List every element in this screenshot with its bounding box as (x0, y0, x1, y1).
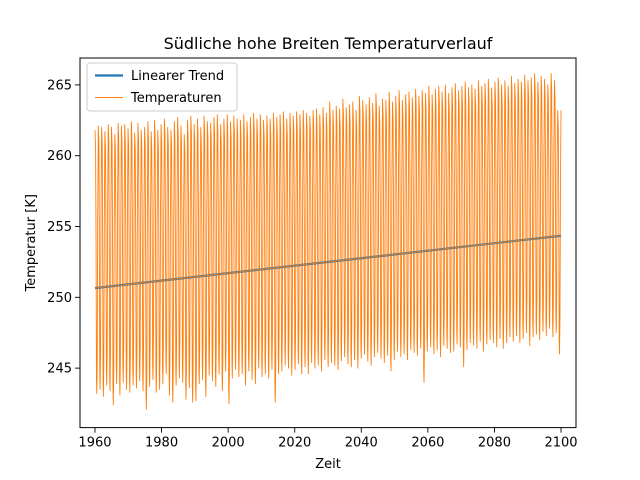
x-tick-label-2080: 2080 (478, 436, 511, 451)
y-axis: 245 250 255 260 265 (47, 78, 80, 377)
x-axis: 1960 1980 2000 2020 2040 2060 2080 2100 (78, 427, 578, 451)
y-tick-label-265: 265 (47, 78, 72, 93)
y-tick-label-255: 255 (47, 220, 72, 235)
temperature-line (94, 73, 562, 410)
y-tick-label-260: 260 (47, 149, 72, 164)
plot-frame (79, 57, 577, 429)
x-axis-label: Zeit (315, 457, 341, 472)
y-axis-label: Temperatur [K] (24, 194, 39, 292)
x-tick-label-2100: 2100 (544, 436, 577, 451)
x-tick-label-2040: 2040 (345, 436, 378, 451)
y-tick-label-245: 245 (47, 362, 72, 377)
temperature-series (94, 73, 562, 410)
legend-label-temperatures: Temperaturen (130, 91, 222, 106)
x-tick-label-2020: 2020 (278, 436, 311, 451)
x-tick-label-2000: 2000 (212, 436, 245, 451)
y-tick-label-250: 250 (47, 291, 72, 306)
x-tick-label-1960: 1960 (78, 436, 111, 451)
x-tick-label-2060: 2060 (411, 436, 444, 451)
trend-line-overlay (94, 235, 562, 289)
legend-label-trend: Linearer Trend (131, 69, 224, 84)
chart-title: Südliche hohe Breiten Temperaturverlauf (164, 34, 493, 53)
x-tick-label-1980: 1980 (145, 436, 178, 451)
legend: Linearer Trend Temperaturen (86, 62, 238, 112)
trend-series (94, 234, 562, 290)
legend-box (86, 62, 238, 112)
